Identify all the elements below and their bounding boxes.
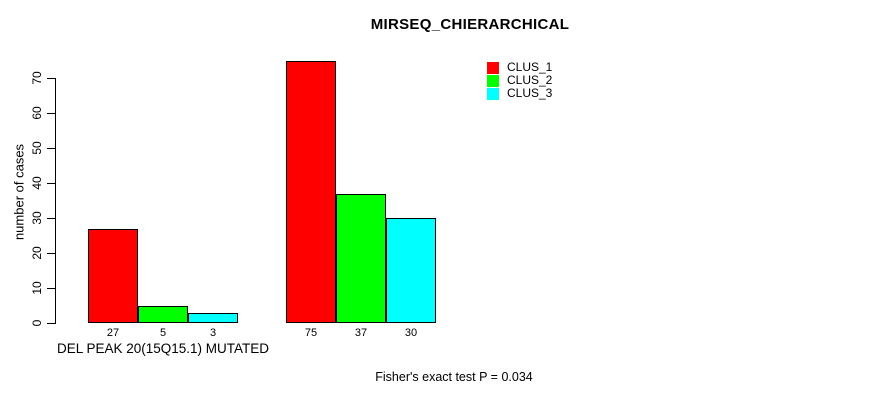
legend-swatch — [487, 61, 499, 74]
y-tick-label: 40 — [30, 176, 44, 190]
bar-value-label: 27 — [106, 327, 120, 339]
bar-value-label: 75 — [304, 327, 318, 339]
y-axis-tick — [47, 78, 55, 79]
bar-clus_1-group2 — [286, 60, 336, 323]
y-tick-label: 50 — [30, 141, 44, 155]
legend-label: CLUS_1 — [507, 60, 553, 74]
bar-clus_2-group1 — [138, 305, 188, 323]
pvalue-annotation: Fisher's exact test P = 0.034 — [375, 370, 533, 384]
legend-item: CLUS_3 — [487, 87, 552, 100]
y-tick-label: 70 — [30, 71, 44, 85]
y-tick-label: 20 — [30, 246, 44, 260]
x-axis-label: DEL PEAK 20(15Q15.1) MUTATED — [56, 341, 270, 356]
bar-value-label: 30 — [404, 327, 418, 339]
legend-label: CLUS_3 — [507, 86, 553, 100]
y-tick-label: 60 — [30, 106, 44, 120]
bar-clus_1-group1 — [88, 228, 138, 323]
legend-swatch — [487, 74, 499, 87]
bar-clus_3-group2 — [386, 218, 436, 323]
y-axis-tick — [47, 148, 55, 149]
y-axis-tick — [47, 113, 55, 114]
y-axis-tick — [47, 218, 55, 219]
legend-swatch — [487, 87, 499, 100]
y-axis-label: number of cases — [11, 143, 27, 241]
legend-item: CLUS_2 — [487, 74, 552, 87]
bar-value-label: 3 — [209, 327, 217, 339]
legend-item: CLUS_1 — [487, 61, 552, 74]
bar-clus_2-group2 — [336, 193, 386, 323]
legend: CLUS_1 CLUS_2 CLUS_3 — [487, 61, 552, 100]
y-tick-label: 10 — [30, 281, 44, 295]
y-tick-label: 0 — [30, 319, 44, 327]
bar-value-label: 37 — [354, 327, 368, 339]
y-axis-tick — [47, 183, 55, 184]
legend-label: CLUS_2 — [507, 73, 553, 87]
y-axis-tick — [47, 288, 55, 289]
y-axis-tick — [47, 253, 55, 254]
y-tick-label: 30 — [30, 211, 44, 225]
bar-value-label: 5 — [159, 327, 167, 339]
bar-clus_3-group1 — [188, 312, 238, 323]
y-axis-tick — [47, 323, 55, 324]
y-axis-line — [55, 78, 56, 324]
chart-title: MIRSEQ_CHIERARCHICAL — [370, 16, 570, 33]
